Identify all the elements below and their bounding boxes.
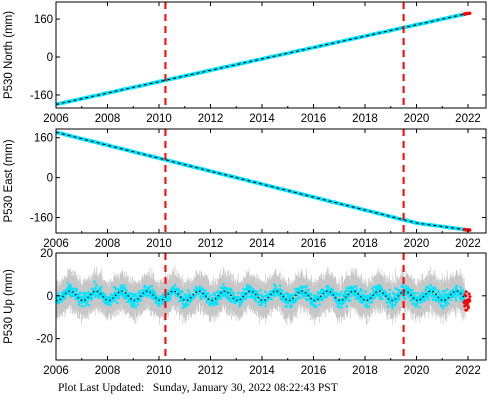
plot-frame-up bbox=[55, 252, 487, 361]
x-tick-label: 2006 bbox=[43, 113, 69, 125]
x-tick-label: 2014 bbox=[249, 238, 275, 250]
x-tick-label: 2016 bbox=[301, 113, 327, 125]
x-tick-label: 2016 bbox=[301, 365, 327, 377]
data-point-cloud bbox=[56, 130, 467, 232]
y-tick-label: 0 bbox=[47, 52, 53, 64]
plot-area-up bbox=[56, 253, 472, 360]
footer-timestamp: Sunday, January 30, 2022 08:22:43 PST bbox=[152, 382, 338, 394]
x-tick-label: 2010 bbox=[146, 365, 172, 377]
y-tick-label: -160 bbox=[30, 213, 53, 225]
y-axis-title-up: P530 Up (mm) bbox=[3, 269, 15, 344]
recent-point bbox=[468, 11, 472, 15]
x-tick-label: 2020 bbox=[404, 113, 430, 125]
y-axis-title-east: P530 East (mm) bbox=[3, 139, 15, 222]
y-tick-label: -20 bbox=[36, 334, 53, 346]
x-tick-label: 2016 bbox=[301, 238, 327, 250]
data-point-cloud bbox=[56, 12, 467, 106]
x-tick-label: 2022 bbox=[455, 238, 481, 250]
recent-point bbox=[468, 298, 472, 302]
y-tick-label: 0 bbox=[47, 291, 53, 303]
x-tick-label: 2018 bbox=[352, 238, 378, 250]
recent-point bbox=[466, 306, 470, 310]
x-tick-label: 2008 bbox=[95, 238, 121, 250]
data-points-north bbox=[56, 12, 467, 106]
x-tick-label: 2012 bbox=[198, 113, 224, 125]
panel-east: 2006 2008 2010 2012 2014 2016 2018 2020 2022 -160… bbox=[3, 128, 487, 250]
x-tick-label: 2010 bbox=[146, 238, 172, 250]
panel-north: 2006 2008 2010 2012 2014 2016 2018 2020 2022 -160… bbox=[3, 1, 487, 125]
data-point-cloud bbox=[56, 280, 467, 310]
model-path bbox=[56, 13, 466, 105]
x-tick-label: 2008 bbox=[95, 113, 121, 125]
recent-point bbox=[464, 290, 468, 294]
plot-frame-north bbox=[55, 1, 487, 109]
y-tick-label: 160 bbox=[34, 14, 53, 26]
recent-point bbox=[465, 308, 469, 312]
x-tick-label: 2006 bbox=[43, 365, 69, 377]
recent-point bbox=[467, 292, 471, 296]
x-tick-label: 2020 bbox=[404, 238, 430, 250]
x-tick-label: 2018 bbox=[352, 365, 378, 377]
x-tick-label: 2022 bbox=[455, 113, 481, 125]
recent-point bbox=[468, 228, 472, 232]
x-tick-label: 2012 bbox=[198, 238, 224, 250]
x-tick-label: 2014 bbox=[249, 113, 275, 125]
recent-point bbox=[464, 294, 468, 298]
model-path bbox=[56, 131, 466, 231]
plot-area-east bbox=[56, 129, 472, 233]
x-tick-label: 2012 bbox=[198, 365, 224, 377]
model-line-east bbox=[56, 131, 466, 231]
x-tick-label: 2008 bbox=[95, 365, 121, 377]
plot-area-north bbox=[56, 2, 472, 108]
model-line-north bbox=[56, 13, 466, 105]
x-tick-label: 2014 bbox=[249, 365, 275, 377]
data-points-up bbox=[56, 280, 467, 310]
recent-points-up bbox=[462, 290, 472, 312]
data-points-east bbox=[56, 130, 467, 232]
footer-label: Plot Last Updated: bbox=[58, 382, 145, 394]
x-tick-label: 2018 bbox=[352, 113, 378, 125]
y-tick-label: 20 bbox=[40, 248, 53, 260]
plot-footer: Plot Last Updated: Sunday, January 30, 2… bbox=[58, 382, 338, 394]
y-axis-title-north: P530 North (mm) bbox=[3, 11, 15, 99]
y-tick-label: -160 bbox=[30, 90, 53, 102]
plot-frame-east bbox=[55, 128, 487, 234]
panel-up: 2006 2008 2010 2012 2014 2016 2018 2020 2022 -20 0… bbox=[3, 248, 487, 377]
x-tick-label: 2010 bbox=[146, 113, 172, 125]
x-tick-label: 2006 bbox=[43, 238, 69, 250]
y-tick-label: 0 bbox=[47, 173, 53, 185]
recent-point bbox=[468, 295, 472, 299]
x-tick-label: 2022 bbox=[455, 365, 481, 377]
x-tick-label: 2020 bbox=[404, 365, 430, 377]
y-tick-label: 160 bbox=[34, 133, 53, 145]
recent-points-north bbox=[462, 11, 472, 16]
